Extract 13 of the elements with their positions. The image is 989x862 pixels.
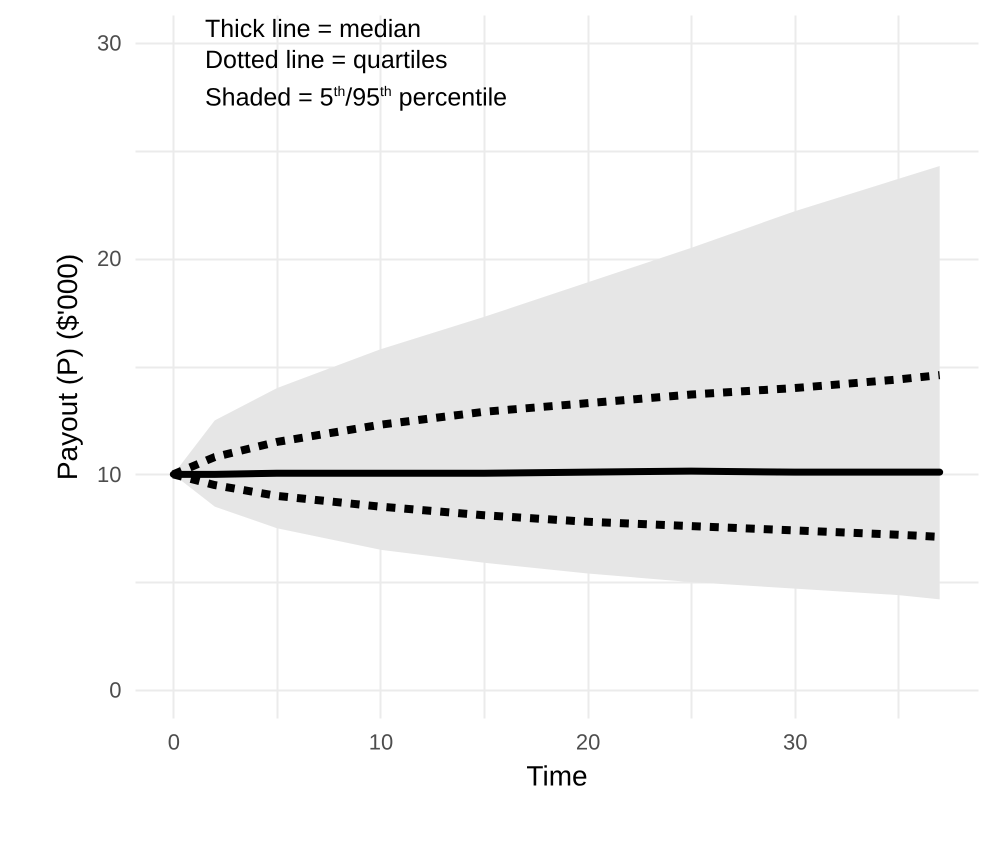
y-tick-label: 0: [109, 677, 122, 702]
x-tick-label: 0: [168, 730, 180, 754]
x-axis-title: Time: [526, 760, 588, 792]
x-tick-label: 30: [782, 730, 808, 754]
y-axis-title: Payout (P) ($'000): [52, 254, 84, 480]
x-tick-label: 20: [576, 730, 600, 754]
y-tick-label: 20: [97, 246, 122, 272]
annotation: Shaded = 5$^{th}$/95$^{th}$ percentile: [205, 82, 508, 114]
y-tick-label: 30: [97, 30, 122, 56]
annotation: Dotted line = quartiles: [205, 45, 449, 76]
y-tick-label: 10: [97, 462, 122, 487]
x-tick-label: 10: [368, 730, 394, 754]
annotation: Thick line = median: [205, 14, 422, 45]
